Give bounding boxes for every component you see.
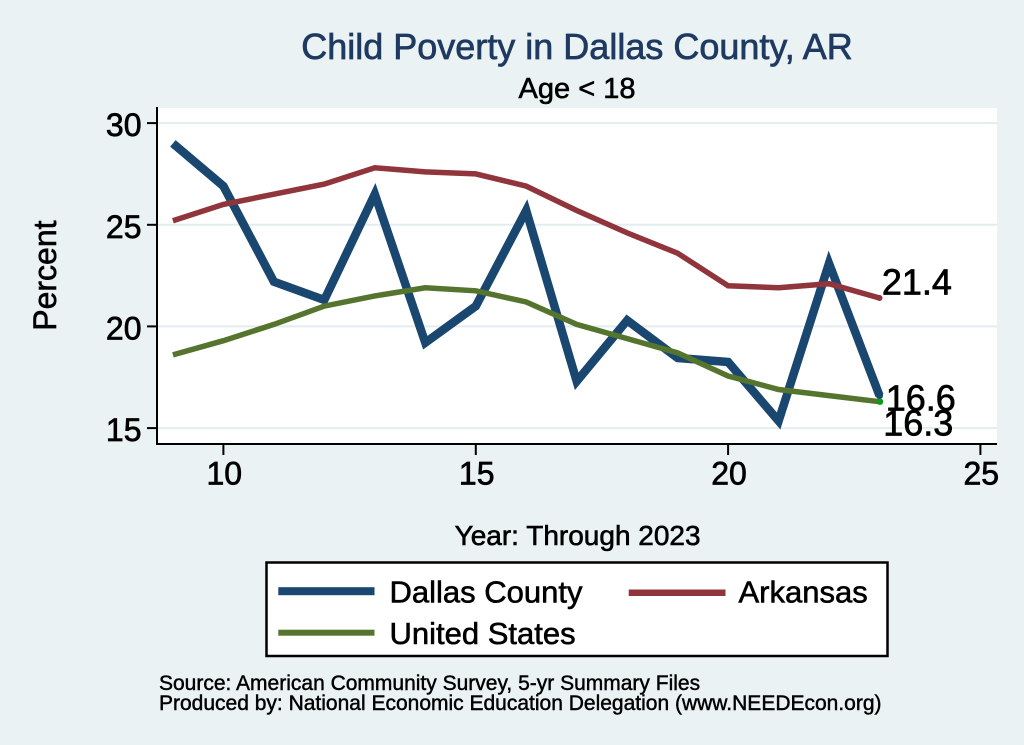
- svg-text:21.4: 21.4: [882, 262, 952, 303]
- svg-text:Produced by: National Economic: Produced by: National Economic Education…: [159, 692, 882, 715]
- svg-text:Percent: Percent: [27, 220, 63, 330]
- svg-text:10: 10: [207, 456, 243, 492]
- svg-text:20: 20: [106, 310, 142, 346]
- svg-text:20: 20: [711, 456, 747, 492]
- svg-text:Child Poverty in Dallas County: Child Poverty in Dallas County, AR: [301, 26, 853, 67]
- svg-text:Arkansas: Arkansas: [739, 575, 868, 610]
- svg-text:Dallas County: Dallas County: [390, 575, 583, 610]
- svg-text:25: 25: [964, 456, 1000, 492]
- svg-text:15: 15: [459, 456, 495, 492]
- svg-text:30: 30: [106, 107, 142, 143]
- svg-text:15: 15: [106, 412, 142, 448]
- svg-text:United States: United States: [390, 616, 576, 651]
- svg-text:Age < 18: Age < 18: [519, 73, 636, 105]
- svg-text:25: 25: [106, 209, 142, 245]
- svg-text:Year: Through 2023: Year: Through 2023: [455, 520, 701, 551]
- svg-text:Source: American Community Sur: Source: American Community Survey, 5-yr …: [159, 672, 700, 695]
- svg-text:16.6: 16.6: [886, 378, 956, 419]
- svg-text:16.3: 16.3: [883, 403, 953, 444]
